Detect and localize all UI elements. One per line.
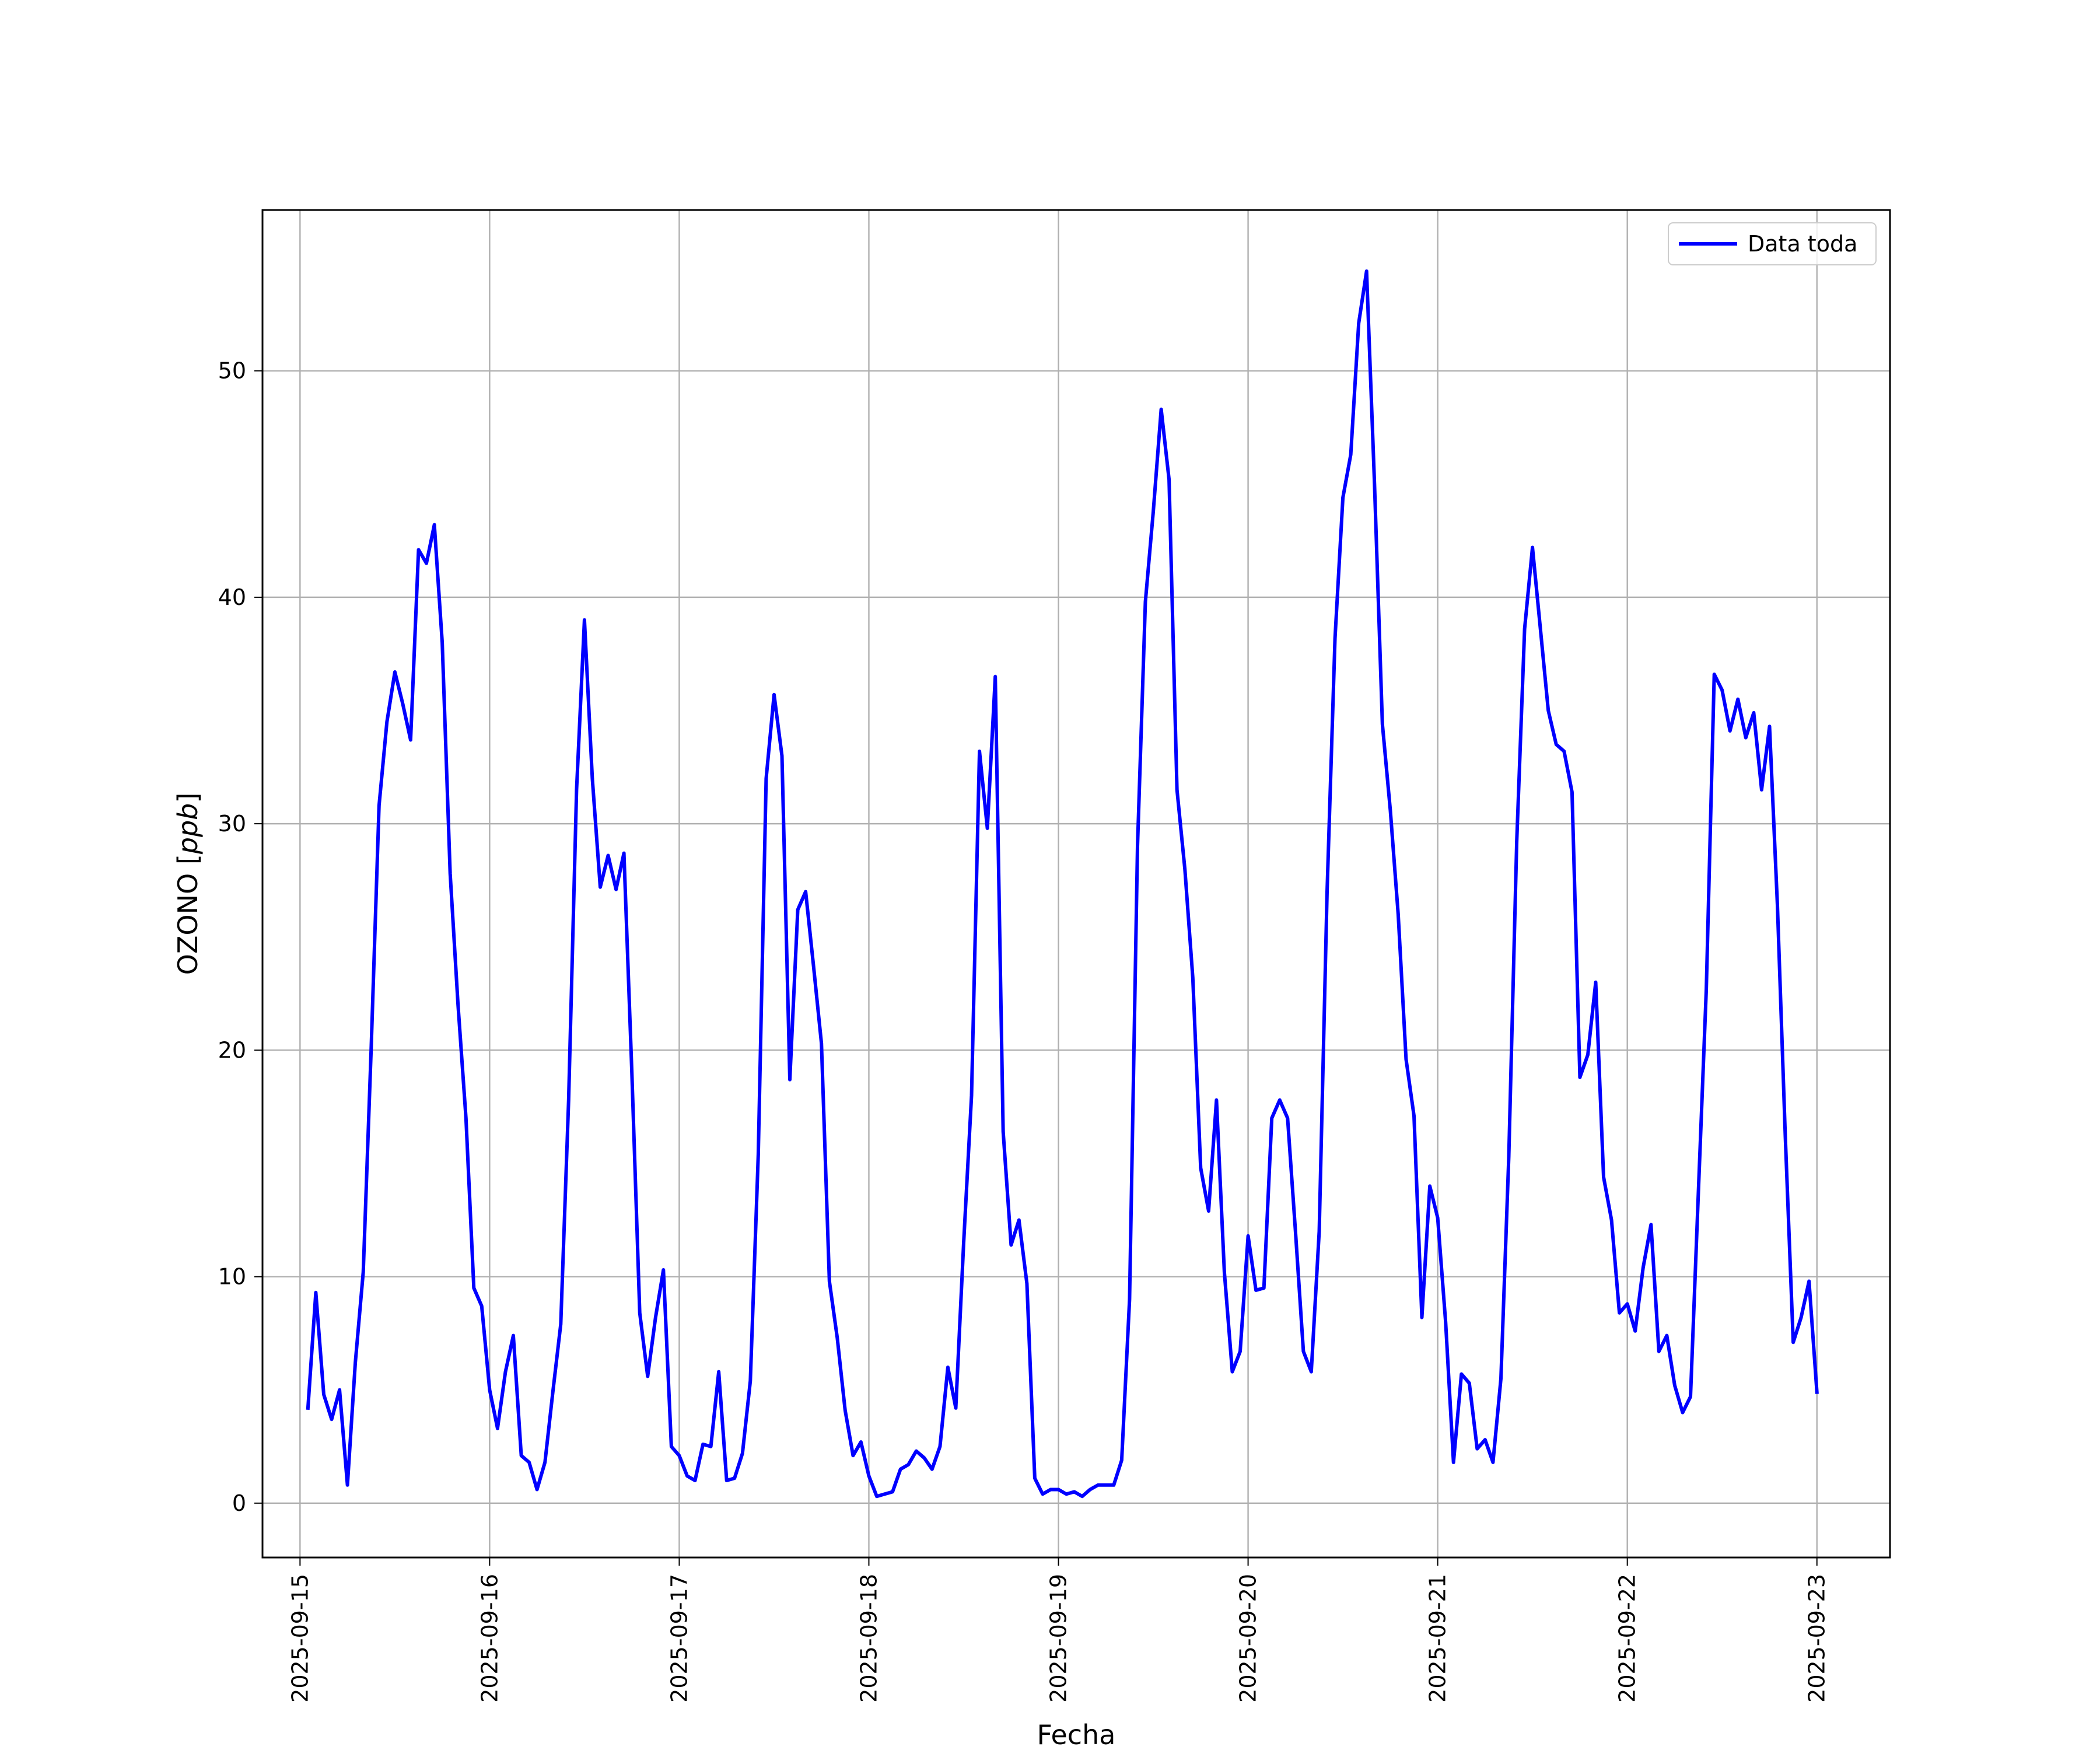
x-tick-label: 2025-09-21 [1425, 1574, 1451, 1703]
x-tick-label: 2025-09-23 [1804, 1574, 1830, 1703]
y-tick-label: 40 [218, 584, 246, 610]
y-axis-label-suffix: ] [172, 793, 204, 803]
y-tick-label: 0 [232, 1490, 246, 1516]
y-tick-label: 20 [218, 1037, 246, 1063]
x-tick-label: 2025-09-19 [1046, 1574, 1072, 1703]
y-tick-label: 10 [218, 1264, 246, 1290]
y-tick-label: 50 [218, 358, 246, 384]
y-tick-label: 30 [218, 811, 246, 836]
plot-lines [306, 269, 1819, 1499]
x-tick-label: 2025-09-16 [477, 1574, 502, 1703]
y-axis-label-unit: ppb [172, 803, 204, 855]
legend: Data toda [1668, 222, 1877, 265]
legend-label: Data toda [1748, 231, 1857, 257]
series-line-0 [306, 269, 1819, 1499]
y-axis-label: OZONO [ppb] [172, 793, 204, 975]
axis-ticks: 2025-09-15 2025-09-16 2025-09-17 2025-09-18… [218, 358, 1830, 1703]
x-tick-label: 2025-09-18 [856, 1574, 881, 1703]
plot-area-background [262, 210, 1890, 1558]
x-tick-label: 2025-09-20 [1236, 1574, 1261, 1703]
x-tick-label: 2025-09-17 [666, 1574, 692, 1703]
x-axis-label: Fecha [1037, 1719, 1116, 1750]
plot-frame [261, 209, 1891, 1559]
x-tick-label: 2025-09-22 [1615, 1574, 1640, 1703]
y-axis-label-prefix: OZONO [ [172, 854, 204, 975]
grid [262, 210, 1890, 1558]
x-tick-label: 2025-09-15 [287, 1574, 313, 1703]
legend-box [1668, 222, 1877, 265]
